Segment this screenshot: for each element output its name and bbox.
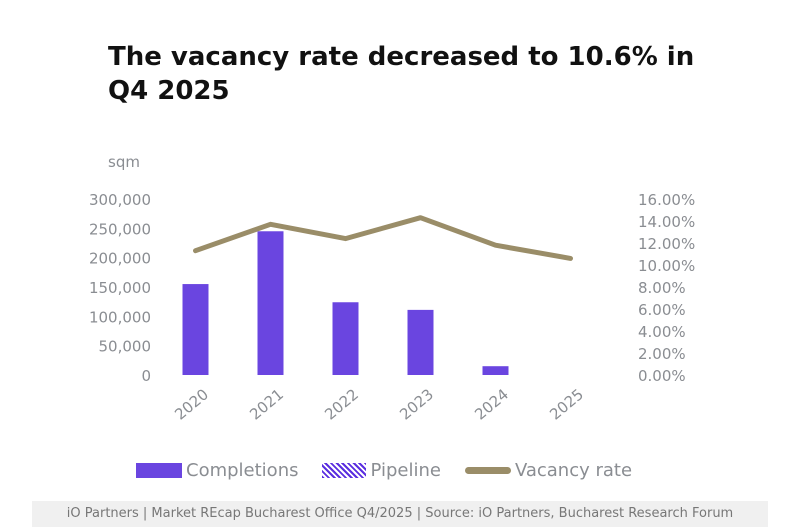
x-tick-label: 2024 bbox=[471, 385, 512, 423]
legend-vacancy-rate[interactable]: Vacancy rate bbox=[464, 460, 633, 481]
y2-tick-label: 12.00% bbox=[638, 235, 695, 253]
legend-pipeline[interactable]: Pipeline bbox=[322, 460, 441, 481]
y-tick-label: 300,000 bbox=[89, 191, 151, 209]
x-tick-label: 2023 bbox=[396, 385, 437, 423]
bar-completions bbox=[332, 302, 359, 375]
legend-label: Pipeline bbox=[370, 460, 441, 481]
legend-label: Vacancy rate bbox=[514, 460, 633, 481]
completions-swatch bbox=[136, 463, 182, 478]
legend-completions[interactable]: Completions bbox=[136, 460, 298, 481]
y2-tick-label: 10.00% bbox=[638, 257, 695, 275]
bar-completions bbox=[182, 284, 209, 375]
y-tick-label: 250,000 bbox=[89, 220, 151, 238]
legend-label: Completions bbox=[186, 460, 299, 481]
x-tick-label: 2022 bbox=[321, 385, 362, 423]
y-axis-label: sqm bbox=[108, 153, 140, 171]
line-vacancy-rate bbox=[193, 215, 573, 261]
pipeline-swatch bbox=[322, 463, 367, 478]
y2-tick-label: 8.00% bbox=[638, 279, 686, 297]
y-tick-label: 50,000 bbox=[99, 338, 152, 356]
y2-tick-label: 4.00% bbox=[638, 323, 686, 341]
bar-completions bbox=[407, 309, 434, 375]
footer-source: iO Partners | Market REcap Bucharest Off… bbox=[32, 501, 768, 527]
y2-tick-label: 0.00% bbox=[638, 367, 686, 385]
y2-tick-label: 6.00% bbox=[638, 301, 686, 319]
y-tick-label: 0 bbox=[141, 367, 151, 385]
y-tick-label: 100,000 bbox=[89, 308, 151, 326]
y2-tick-label: 2.00% bbox=[638, 345, 686, 363]
chart: sqm 0 50,000 100,000 150,000 200,000 250,000 30… bbox=[89, 153, 695, 424]
x-tick-label: 2020 bbox=[171, 385, 212, 423]
y-tick-label: 200,000 bbox=[89, 250, 151, 268]
y-tick-label: 150,000 bbox=[89, 279, 151, 297]
x-tick-label: 2025 bbox=[546, 385, 587, 423]
bar-completions bbox=[257, 231, 284, 375]
y2-tick-label: 14.00% bbox=[638, 213, 695, 231]
y2-tick-label: 16.00% bbox=[638, 191, 695, 209]
chart-title: The vacancy rate decreased to 10.6% in Q… bbox=[108, 42, 695, 106]
vacancy-swatch bbox=[464, 467, 511, 474]
x-tick-label: 2021 bbox=[246, 385, 287, 423]
legend: Completions Pipeline Vacancy rate bbox=[136, 460, 656, 481]
bar-completions bbox=[482, 366, 509, 375]
